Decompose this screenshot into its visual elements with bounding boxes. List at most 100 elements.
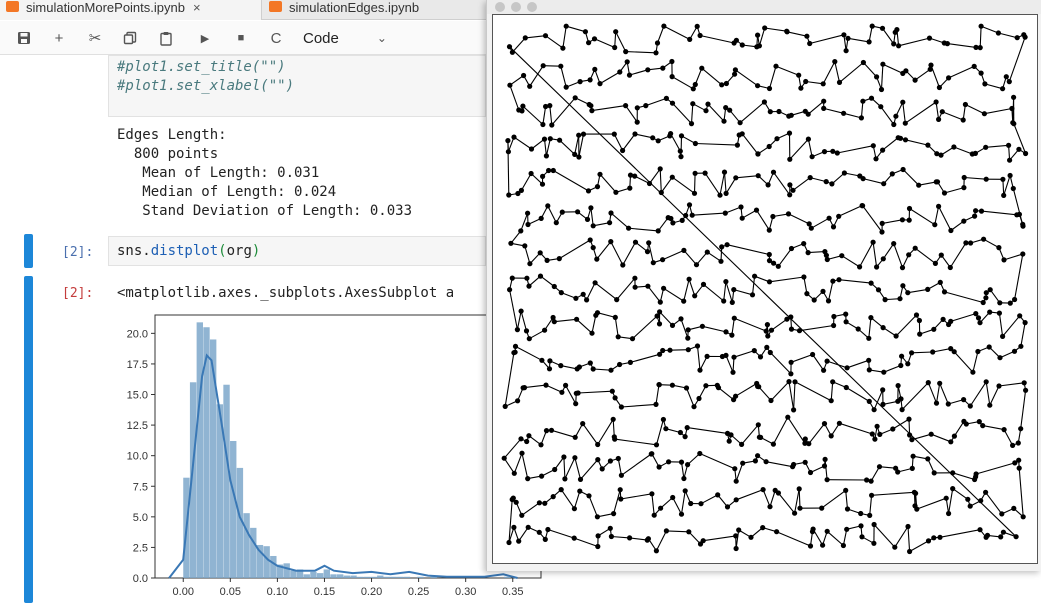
- path-segment: [902, 102, 906, 124]
- path-point: [1022, 320, 1028, 326]
- path-point: [724, 242, 730, 248]
- path-point: [1023, 150, 1029, 157]
- path-point: [678, 511, 685, 517]
- histogram-bar: [236, 467, 244, 578]
- path-segment: [841, 255, 860, 268]
- path-point: [623, 49, 629, 55]
- output-collapser[interactable]: [24, 276, 33, 603]
- path-point: [739, 441, 745, 447]
- paste-button[interactable]: [156, 28, 176, 48]
- path-point: [550, 314, 556, 321]
- path-point: [594, 256, 600, 262]
- path-point: [961, 218, 967, 224]
- path-segment: [811, 217, 830, 229]
- path-point: [546, 366, 553, 372]
- path-segment: [614, 31, 617, 48]
- path-point: [926, 35, 933, 41]
- path-point: [527, 83, 533, 89]
- path-point: [646, 180, 653, 187]
- path-point: [973, 44, 979, 50]
- path-point: [682, 488, 688, 494]
- path-point: [521, 385, 528, 391]
- path-point: [774, 136, 780, 142]
- path-segment: [688, 531, 701, 545]
- path-points: [501, 23, 1029, 555]
- path-segment: [998, 313, 1004, 337]
- close-icon[interactable]: ×: [192, 0, 201, 15]
- cell-collapser[interactable]: [24, 234, 33, 268]
- path-point: [505, 149, 511, 155]
- cut-button[interactable]: ✂: [85, 28, 105, 48]
- path-segment: [862, 62, 878, 78]
- path-point: [577, 476, 584, 482]
- path-point: [879, 25, 886, 31]
- plus-icon: +: [54, 29, 64, 47]
- figure-titlebar[interactable]: [487, 0, 1041, 14]
- path-point: [801, 241, 807, 247]
- tab-simulation-more-points[interactable]: simulationMorePoints.ipynb ×: [0, 0, 262, 20]
- path-point: [880, 61, 886, 67]
- path-point: [528, 170, 534, 177]
- cell-type-select[interactable]: Code ⌄: [303, 28, 413, 48]
- path-point: [760, 487, 766, 493]
- path-segment: [1003, 175, 1011, 196]
- path-point: [692, 170, 698, 176]
- path-segment: [511, 37, 526, 53]
- path-point: [1001, 257, 1007, 263]
- path-segment: [696, 251, 708, 266]
- path-point: [869, 23, 875, 29]
- path-segment: [736, 489, 764, 501]
- path-point: [868, 478, 874, 484]
- path-point: [792, 510, 798, 516]
- path-point: [933, 400, 940, 406]
- path-point: [860, 59, 866, 66]
- path-point: [589, 108, 595, 114]
- path-point: [525, 476, 531, 482]
- minimize-window-button[interactable]: [511, 2, 521, 12]
- save-button[interactable]: [14, 28, 34, 48]
- path-point: [911, 489, 917, 495]
- code-cell-previous[interactable]: #plot1.set_title("") #plot1.set_xlabel("…: [108, 55, 486, 117]
- path-point: [1006, 79, 1012, 85]
- stop-button[interactable]: ■: [231, 28, 251, 48]
- path-point: [996, 310, 1002, 316]
- path-segment: [872, 242, 878, 268]
- histogram-bar: [209, 339, 217, 578]
- path-segment: [758, 27, 766, 46]
- figure-window[interactable]: [486, 0, 1041, 571]
- path-point: [657, 299, 663, 305]
- path-point: [860, 98, 866, 104]
- path-point: [977, 320, 983, 326]
- path-point: [526, 336, 532, 342]
- path-point: [878, 104, 884, 110]
- path-segment: [931, 433, 951, 443]
- path-point: [1011, 94, 1017, 100]
- path-point: [869, 492, 875, 498]
- copy-button[interactable]: [120, 28, 140, 48]
- path-point: [513, 499, 519, 505]
- path-point: [785, 211, 792, 217]
- path-point: [987, 309, 993, 315]
- close-window-button[interactable]: [495, 2, 505, 12]
- path-point: [1023, 387, 1029, 393]
- path-segment: [895, 314, 917, 337]
- restart-button[interactable]: C: [266, 28, 286, 48]
- path-segment: [843, 112, 862, 119]
- path-segment: [574, 537, 598, 548]
- path-segment: [696, 345, 701, 371]
- path-point: [520, 103, 526, 109]
- path-point: [874, 264, 880, 270]
- maximize-window-button[interactable]: [527, 2, 537, 12]
- path-segment: [542, 106, 547, 125]
- path-point: [874, 423, 880, 429]
- tab-simulation-edges[interactable]: simulationEdges.ipynb: [263, 0, 485, 20]
- path-segment: [622, 133, 636, 151]
- code-function: distplot: [150, 243, 219, 259]
- run-button[interactable]: ▶: [195, 28, 215, 48]
- output-prompt: [2]:: [62, 286, 94, 301]
- path-point: [822, 456, 828, 462]
- path-point: [632, 284, 638, 290]
- insert-cell-button[interactable]: +: [49, 28, 69, 48]
- path-point: [900, 99, 906, 105]
- code-cell-distplot[interactable]: sns.distplot(org): [108, 236, 486, 266]
